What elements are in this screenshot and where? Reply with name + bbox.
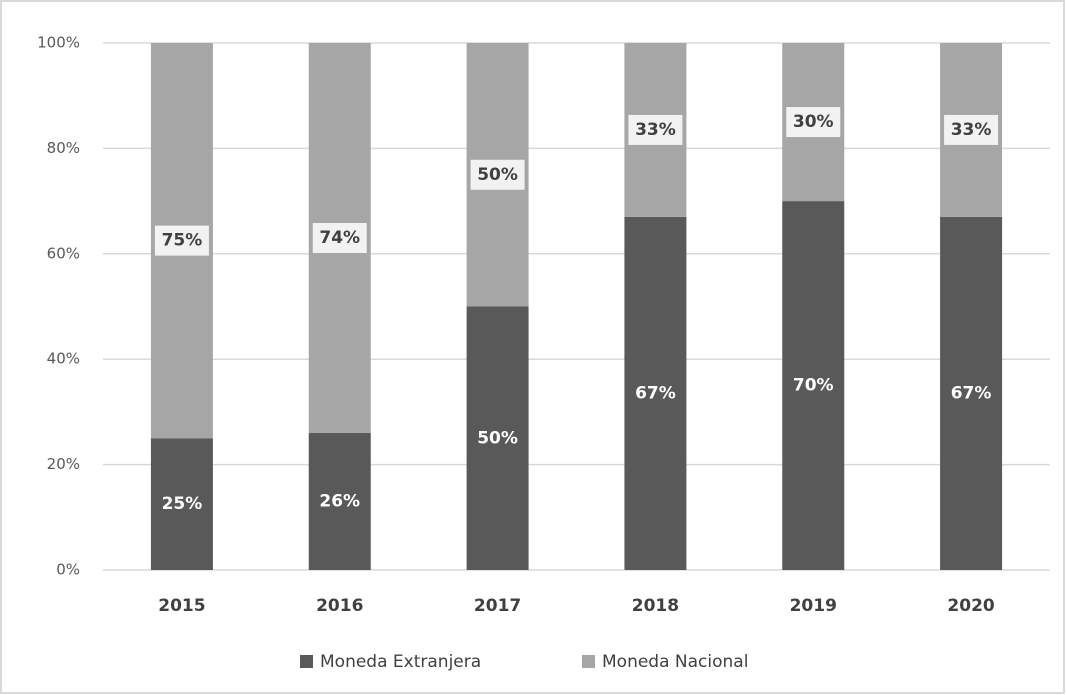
bar-segment [782, 201, 845, 570]
value-label: 33% [951, 120, 992, 140]
legend-label: Moneda Nacional [602, 652, 748, 672]
value-label: 67% [635, 383, 676, 403]
x-tick-label: 2018 [632, 596, 679, 616]
x-tick-label: 2016 [316, 596, 363, 616]
bar-segment [624, 216, 687, 570]
grid [103, 42, 1050, 571]
bar-segment [940, 216, 1003, 570]
value-label: 74% [319, 228, 360, 248]
value-label: 75% [162, 231, 203, 251]
x-tick-label: 2020 [947, 596, 994, 616]
bar-segment [466, 306, 529, 570]
value-label: 67% [951, 383, 992, 403]
y-tick-label: 100% [37, 34, 80, 52]
y-tick-label: 0% [56, 561, 80, 579]
legend-swatch [582, 655, 595, 668]
y-tick-label: 80% [47, 139, 80, 157]
x-tick-label: 2015 [158, 596, 205, 616]
legend-swatch [300, 655, 313, 668]
value-label: 50% [477, 165, 518, 185]
x-tick-label: 2017 [474, 596, 521, 616]
value-label: 70% [793, 376, 834, 396]
legend-label: Moneda Extranjera [320, 652, 481, 672]
y-tick-label: 20% [47, 455, 80, 473]
value-label-box [786, 107, 841, 138]
bar-segment [150, 438, 213, 570]
value-label: 26% [319, 491, 360, 511]
value-label-box [944, 114, 999, 145]
value-label-box [312, 222, 367, 253]
value-label: 33% [635, 120, 676, 140]
y-tick-label: 60% [47, 244, 80, 262]
bar-segment [308, 432, 371, 570]
value-label-box [628, 114, 683, 145]
y-tick-label: 40% [47, 350, 80, 368]
value-label-box [154, 225, 209, 256]
value-label: 25% [162, 494, 203, 514]
value-label: 30% [793, 112, 834, 132]
value-label: 50% [477, 428, 518, 448]
labels: 0% 20% 40% 60% 80% 100% 2015 25% 75% 2016 26% 74% 20… [37, 34, 999, 672]
value-label-box [470, 159, 525, 190]
x-tick-label: 2019 [790, 596, 837, 616]
